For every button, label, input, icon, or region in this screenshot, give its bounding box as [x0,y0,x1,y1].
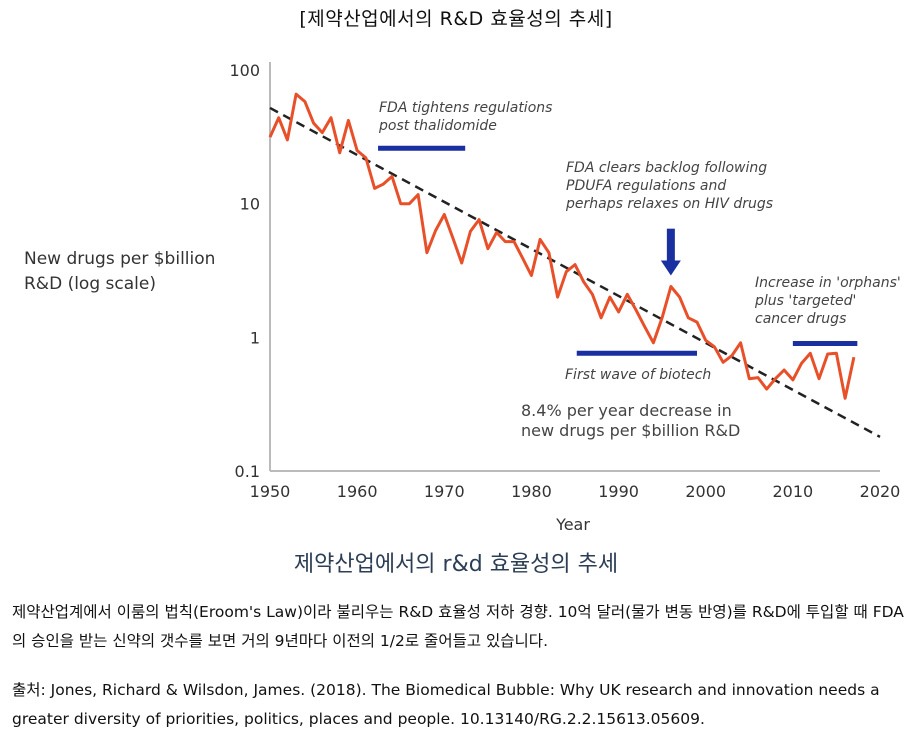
y-tick-label: 10 [240,195,260,214]
x-tick-label: 1980 [511,482,552,501]
annotation-pdufa: perhaps relaxes on HIV drugs [565,196,773,212]
annotation-pdufa: FDA clears backlog following [566,160,767,176]
x-tick-label: 2020 [860,482,901,501]
x-tick-label: 1990 [598,482,639,501]
annotation-orphans: cancer drugs [755,311,846,327]
chart-caption: 제약산업에서의 r&d 효율성의 추세 [293,552,619,577]
annotation-thalidomide: FDA tightens regulations [379,100,552,116]
annotation-orphans: plus 'targeted' [754,293,856,309]
x-tick-label: 1950 [250,482,291,501]
x-tick-label: 1960 [337,482,378,501]
y-tick-label: 100 [229,61,260,80]
annotation-thalidomide: post thalidomide [378,118,497,134]
y-axis-label: R&D (log scale) [24,274,156,294]
x-tick-label: 2010 [772,482,813,501]
y-tick-label: 0.1 [235,462,260,481]
y-tick-label: 1 [250,328,260,347]
x-axis-label: Year [555,515,590,534]
annotation-orphans: Increase in 'orphans' [755,275,901,291]
series-line [268,92,856,400]
x-tick-label: 2000 [685,482,726,501]
source-citation: 출처: Jones, Richard & Wilsdon, James. (20… [12,681,880,728]
page-title: [제약산업에서의 R&D 효율성의 추세] [299,8,613,30]
annotation-trend: 8.4% per year decrease in [521,401,732,420]
y-axis-label: New drugs per $billion [24,249,215,269]
down-arrow-icon [666,228,675,262]
annotation-pdufa: PDUFA regulations and [566,178,726,194]
description-text: 제약산업계에서 이룸의 법칙(Eroom's Law)이라 불리우는 R&D 효… [12,603,904,650]
trend-line [269,106,881,438]
x-tick-label: 1970 [424,482,465,501]
annotation-biotech: First wave of biotech [565,367,711,383]
annotation-trend: new drugs per $billion R&D [521,421,740,440]
down-arrow-head-icon [660,260,681,276]
